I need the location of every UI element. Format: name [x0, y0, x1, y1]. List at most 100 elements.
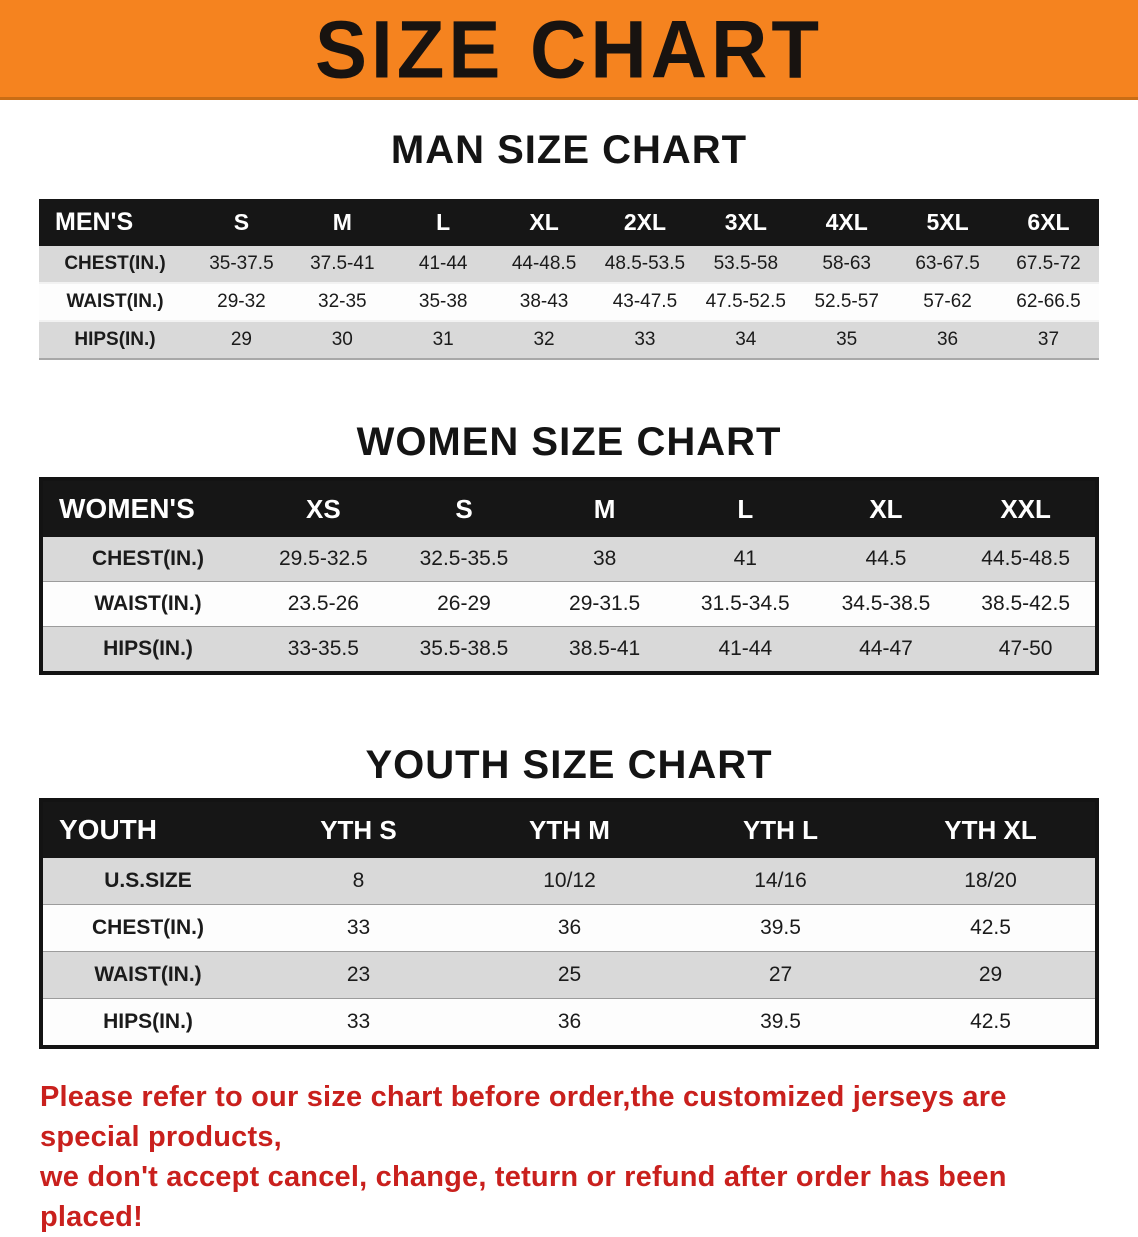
header-row: WOMEN'S XS S M L XL XXL: [41, 479, 1097, 537]
size-value-cell: 41-44: [418, 253, 468, 274]
youth-size-table: YOUTH YTH S YTH M YTH L YTH XL U.S.SIZE 8 10/12…: [39, 798, 1099, 1049]
size-chart-banner: SIZE CHART: [0, 0, 1138, 100]
table-row: CHEST(IN.) 33 36 39.5 42.5: [41, 904, 1097, 952]
size-value-cell: 26-29: [437, 592, 491, 615]
row-label-cell: CHEST(IN.): [92, 916, 204, 939]
size-column-header: 2XL: [623, 209, 667, 235]
row-label-cell: HIPS(IN.): [103, 637, 193, 660]
table-row: CHEST(IN.) 35-37.5 37.5-41 41-44 44-48.5 48.5…: [39, 246, 1099, 283]
size-value-cell: 36: [557, 1010, 582, 1033]
size-value-cell: 29.5-32.5: [278, 547, 368, 570]
women-section: WOMEN SIZE CHART WOMEN'S XS S M L XL XXL CHEST(…: [0, 420, 1138, 675]
size-value-cell: 34: [735, 329, 757, 350]
women-size-table: WOMEN'S XS S M L XL XXL CHEST(IN.) 29.5-32.5 32.5…: [39, 477, 1099, 675]
table-head: WOMEN'S XS S M L XL XXL: [41, 479, 1097, 537]
size-value-cell: 38-43: [519, 291, 569, 312]
size-value-cell: 41-44: [718, 637, 773, 660]
size-column-header: YTH S: [320, 814, 397, 845]
size-value-cell: 43-47.5: [612, 291, 678, 312]
banner-title: SIZE CHART: [315, 2, 823, 95]
row-label-cell: WAIST(IN.): [66, 291, 164, 312]
table-row: WAIST(IN.) 29-32 32-35 35-38 38-43 43-47.5 47.…: [39, 283, 1099, 321]
row-label-cell: HIPS(IN.): [103, 1010, 193, 1033]
size-value-cell: 33: [634, 329, 656, 350]
size-value-cell: 29: [978, 963, 1003, 986]
size-value-cell: 31.5-34.5: [700, 592, 790, 615]
size-value-cell: 8: [352, 869, 365, 892]
size-value-cell: 37: [1037, 329, 1060, 350]
size-value-cell: 44.5-48.5: [981, 547, 1071, 570]
row-label-cell: WAIST(IN.): [94, 592, 202, 615]
table-title-cell: MEN'S: [55, 208, 134, 236]
size-value-cell: 32: [533, 329, 555, 350]
table-row: CHEST(IN.) 29.5-32.5 32.5-35.5 38 41 44.5 44.5…: [41, 537, 1097, 582]
size-value-cell: 58-63: [822, 253, 871, 274]
size-column-header: 5XL: [926, 209, 969, 235]
size-value-cell: 63-67.5: [915, 253, 980, 274]
size-value-cell: 35-38: [418, 291, 468, 312]
size-value-cell: 10/12: [543, 869, 596, 892]
size-value-cell: 14/16: [754, 869, 807, 892]
table-body: U.S.SIZE 8 10/12 14/16 18/20 CHEST(IN.) 33 36 39…: [41, 858, 1097, 1047]
disclaimer-line-1: Please refer to our size chart before or…: [40, 1081, 1007, 1153]
size-value-cell: 44.5: [865, 547, 907, 570]
table-row: WAIST(IN.) 23 25 27 29: [41, 951, 1097, 999]
header-row: YOUTH YTH S YTH M YTH L YTH XL: [41, 800, 1097, 858]
men-section-heading: MAN SIZE CHART: [390, 128, 748, 172]
size-value-cell: 48.5-53.5: [604, 253, 686, 274]
row-label-cell: U.S.SIZE: [104, 869, 192, 892]
size-value-cell: 27: [768, 963, 793, 986]
size-column-header: L: [436, 209, 451, 235]
size-value-cell: 36: [557, 916, 582, 939]
size-value-cell: 38.5-41: [569, 637, 641, 660]
size-column-header: M: [593, 493, 616, 524]
size-value-cell: 33: [346, 1010, 371, 1033]
youth-section: YOUTH SIZE CHART YOUTH YTH S YTH M YTH L YTH…: [0, 743, 1138, 1049]
size-column-header: S: [233, 209, 250, 235]
size-value-cell: 44-48.5: [511, 253, 577, 274]
size-value-cell: 29: [230, 329, 252, 350]
size-value-cell: 47-50: [998, 637, 1053, 660]
women-section-heading: WOMEN SIZE CHART: [356, 420, 782, 464]
size-value-cell: 29-32: [217, 291, 266, 312]
size-column-header: 3XL: [724, 209, 767, 235]
disclaimer: Please refer to our size chart before or…: [40, 1077, 1110, 1237]
header-row: MEN'S S M L XL 2XL 3XL 4XL 5XL 6XL: [39, 199, 1099, 246]
disclaimer-line-2: we don't accept cancel, change, teturn o…: [40, 1161, 1007, 1233]
size-column-header: M: [332, 209, 352, 235]
table-body: CHEST(IN.) 35-37.5 37.5-41 41-44 44-48.5 48.5…: [39, 246, 1099, 359]
table-title-cell: WOMEN'S: [59, 493, 195, 524]
size-value-cell: 34.5-38.5: [841, 592, 931, 615]
size-column-header: YTH XL: [944, 814, 1037, 845]
size-value-cell: 31: [432, 329, 454, 350]
size-column-header: 4XL: [825, 209, 868, 235]
size-value-cell: 33-35.5: [287, 637, 359, 660]
size-value-cell: 62-66.5: [1016, 291, 1081, 312]
men-section: MAN SIZE CHART MEN'S S M L XL 2XL 3XL 4XL 5XL 6XL…: [0, 128, 1138, 360]
size-value-cell: 38: [592, 547, 617, 570]
table-row: HIPS(IN.) 29 30 31 32 33 34 35 36 37: [39, 321, 1099, 359]
row-label-cell: CHEST(IN.): [92, 547, 204, 570]
size-value-cell: 53.5-58: [713, 253, 779, 274]
men-size-table: MEN'S S M L XL 2XL 3XL 4XL 5XL 6XL CHEST(IN.) 35-37…: [39, 199, 1099, 360]
size-value-cell: 35: [836, 329, 858, 350]
table-body: CHEST(IN.) 29.5-32.5 32.5-35.5 38 41 44.5 44.5…: [41, 537, 1097, 673]
table-title-cell: YOUTH: [59, 814, 157, 845]
table-row: U.S.SIZE 8 10/12 14/16 18/20: [41, 858, 1097, 905]
row-label-cell: CHEST(IN.): [64, 253, 166, 274]
table-row: HIPS(IN.) 33-35.5 35.5-38.5 38.5-41 41-44 44-…: [41, 626, 1097, 673]
table-row: WAIST(IN.) 23.5-26 26-29 29-31.5 31.5-34.5 34…: [41, 581, 1097, 627]
size-column-header: L: [737, 493, 754, 524]
size-column-header: XS: [305, 493, 341, 524]
row-label-cell: WAIST(IN.): [94, 963, 202, 986]
size-value-cell: 42.5: [970, 916, 1011, 939]
size-value-cell: 25: [557, 963, 582, 986]
size-value-cell: 47.5-52.5: [705, 291, 786, 312]
size-value-cell: 42.5: [970, 1010, 1011, 1033]
size-value-cell: 37.5-41: [310, 253, 375, 274]
size-column-header: S: [455, 493, 473, 524]
size-column-header: YTH L: [742, 814, 819, 845]
size-value-cell: 57-62: [923, 291, 972, 312]
size-value-cell: 23.5-26: [287, 592, 359, 615]
